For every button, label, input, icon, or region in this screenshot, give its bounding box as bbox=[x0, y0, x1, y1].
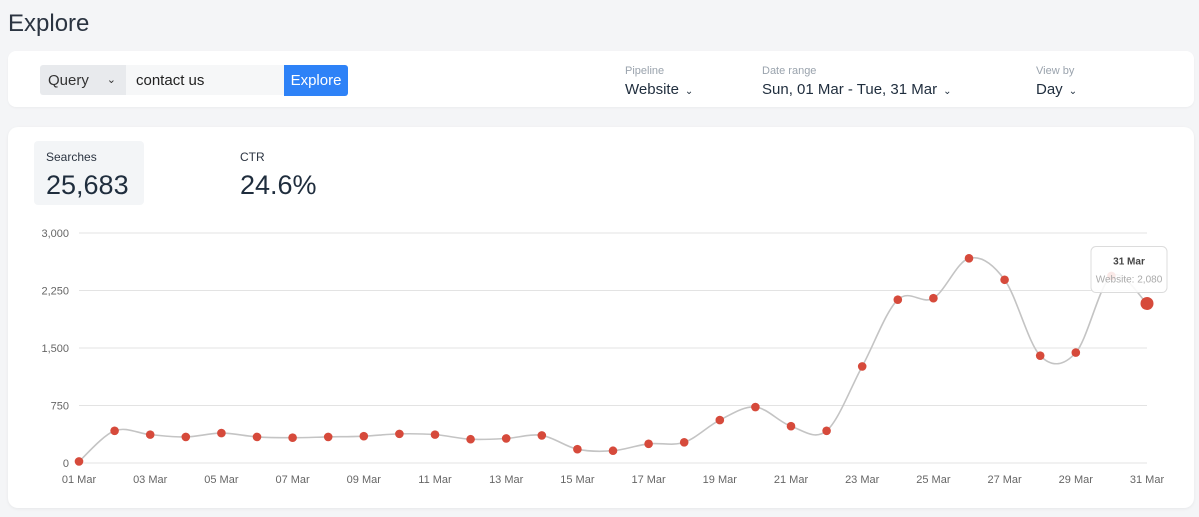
x-tick-label: 07 Mar bbox=[275, 474, 310, 486]
view-by-value: Day bbox=[1036, 81, 1063, 98]
searches-value: 25,683 bbox=[46, 170, 129, 200]
x-tick-label: 29 Mar bbox=[1059, 474, 1094, 486]
view-by-filter[interactable]: View by Day ⌄ bbox=[1036, 65, 1077, 99]
x-tick-label: 01 Mar bbox=[62, 474, 97, 486]
date-range-value: Sun, 01 Mar - Tue, 31 Mar bbox=[762, 81, 938, 98]
explore-toolbar: Query ⌄ Explore Pipeline Website ⌄ Date r… bbox=[8, 51, 1194, 107]
x-tick-label: 15 Mar bbox=[560, 474, 595, 486]
data-point bbox=[929, 293, 938, 303]
x-tick-label: 23 Mar bbox=[845, 474, 880, 486]
data-point bbox=[1071, 348, 1081, 357]
data-point bbox=[74, 457, 84, 466]
data-point bbox=[110, 426, 119, 436]
data-point bbox=[964, 253, 974, 263]
x-tick-label: 17 Mar bbox=[631, 474, 666, 486]
data-point bbox=[323, 432, 333, 442]
chevron-down-icon: ⌄ bbox=[684, 86, 694, 97]
data-point bbox=[252, 432, 262, 442]
ctr-label: CTR bbox=[240, 150, 265, 164]
x-tick-label: 09 Mar bbox=[347, 474, 382, 486]
data-point bbox=[715, 415, 725, 425]
data-point bbox=[1140, 297, 1154, 311]
date-range-filter[interactable]: Date range Sun, 01 Mar - Tue, 31 Mar ⌄ bbox=[762, 65, 951, 99]
query-type-select[interactable]: Query ⌄ bbox=[40, 65, 126, 95]
y-tick-label: 3,000 bbox=[41, 228, 69, 240]
data-point bbox=[501, 434, 511, 443]
data-point bbox=[359, 431, 369, 441]
pipeline-value: Website bbox=[625, 81, 679, 98]
data-point bbox=[644, 439, 653, 449]
x-tick-label: 31 Mar bbox=[1130, 474, 1165, 486]
date-range-label: Date range bbox=[762, 65, 817, 77]
data-point bbox=[395, 429, 404, 439]
y-tick-label: 0 bbox=[63, 458, 69, 470]
data-point bbox=[466, 434, 475, 444]
data-point bbox=[857, 362, 867, 371]
x-tick-label: 21 Mar bbox=[774, 474, 809, 486]
x-tick-label: 05 Mar bbox=[204, 474, 239, 486]
x-tick-label: 19 Mar bbox=[703, 474, 738, 486]
data-point bbox=[1035, 351, 1045, 360]
x-tick-label: 03 Mar bbox=[133, 474, 168, 486]
searches-label: Searches bbox=[46, 150, 97, 164]
x-tick-label: 11 Mar bbox=[418, 474, 452, 486]
data-point bbox=[786, 421, 796, 431]
data-point bbox=[751, 402, 760, 412]
view-by-label: View by bbox=[1036, 65, 1075, 77]
chevron-down-icon: ⌄ bbox=[943, 86, 952, 97]
explore-button[interactable]: Explore bbox=[284, 65, 348, 96]
ctr-metric-tab[interactable]: CTR 24.6% bbox=[228, 141, 338, 205]
y-tick-label: 2,250 bbox=[41, 286, 69, 298]
data-point bbox=[430, 430, 440, 439]
chevron-down-icon: ⌄ bbox=[106, 74, 116, 86]
tooltip-value: Website: 2,080 bbox=[1096, 275, 1163, 286]
ctr-value: 24.6% bbox=[240, 170, 317, 200]
data-point bbox=[145, 430, 155, 439]
chevron-down-icon: ⌄ bbox=[1068, 86, 1078, 97]
data-point bbox=[537, 431, 547, 440]
y-tick-label: 1,500 bbox=[41, 343, 69, 355]
series-line-website bbox=[78, 256, 1148, 463]
query-type-value: Query bbox=[48, 72, 89, 89]
data-point bbox=[822, 426, 831, 436]
x-tick-label: 27 Mar bbox=[987, 474, 1022, 486]
x-tick-label: 13 Mar bbox=[489, 474, 524, 486]
data-point bbox=[217, 428, 226, 438]
chart-card: Searches 25,683 CTR 24.6% bbox=[8, 127, 1194, 508]
data-point bbox=[679, 438, 689, 447]
page-title: Explore bbox=[8, 10, 90, 37]
x-tick-label: 25 Mar bbox=[916, 474, 951, 486]
data-point bbox=[181, 432, 191, 442]
pipeline-label: Pipeline bbox=[625, 65, 665, 77]
y-tick-label: 750 bbox=[51, 401, 69, 413]
query-input[interactable] bbox=[126, 65, 284, 95]
data-point bbox=[893, 295, 903, 305]
searches-metric-tab[interactable]: Searches 25,683 bbox=[34, 141, 144, 205]
tooltip-title: 31 Mar bbox=[1113, 257, 1145, 268]
data-point bbox=[288, 433, 297, 443]
tooltip-box bbox=[1090, 246, 1168, 294]
pipeline-filter[interactable]: Pipeline Website ⌄ bbox=[625, 65, 693, 99]
data-point bbox=[573, 444, 582, 454]
data-point bbox=[1000, 275, 1009, 285]
data-point bbox=[608, 446, 618, 456]
